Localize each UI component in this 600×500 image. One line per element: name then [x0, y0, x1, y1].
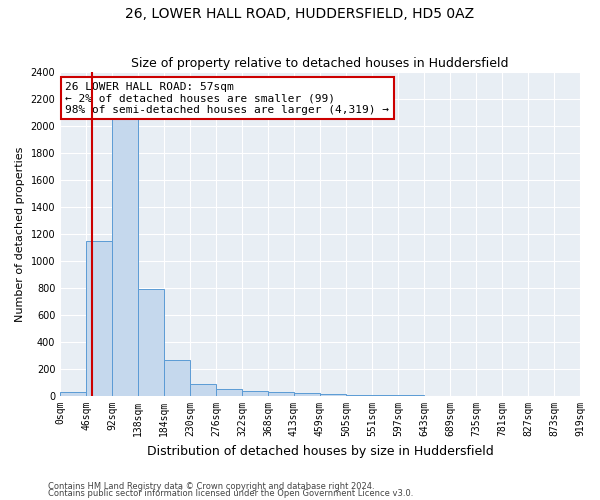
Text: 26 LOWER HALL ROAD: 57sqm
← 2% of detached houses are smaller (99)
98% of semi-d: 26 LOWER HALL ROAD: 57sqm ← 2% of detach…	[65, 82, 389, 115]
Bar	[294, 394, 320, 396]
Bar	[164, 360, 190, 396]
Title: Size of property relative to detached houses in Huddersfield: Size of property relative to detached ho…	[131, 56, 509, 70]
X-axis label: Distribution of detached houses by size in Huddersfield: Distribution of detached houses by size …	[147, 444, 493, 458]
Bar	[190, 384, 216, 396]
Bar	[216, 388, 242, 396]
Bar	[112, 79, 138, 396]
Y-axis label: Number of detached properties: Number of detached properties	[15, 146, 25, 322]
Bar	[138, 290, 164, 396]
Bar	[86, 241, 112, 396]
Text: Contains public sector information licensed under the Open Government Licence v3: Contains public sector information licen…	[48, 489, 413, 498]
Text: Contains HM Land Registry data © Crown copyright and database right 2024.: Contains HM Land Registry data © Crown c…	[48, 482, 374, 491]
Bar	[268, 392, 294, 396]
Bar	[60, 392, 86, 396]
Bar	[346, 394, 372, 396]
Bar	[320, 394, 346, 396]
Bar	[242, 390, 268, 396]
Text: 26, LOWER HALL ROAD, HUDDERSFIELD, HD5 0AZ: 26, LOWER HALL ROAD, HUDDERSFIELD, HD5 0…	[125, 8, 475, 22]
